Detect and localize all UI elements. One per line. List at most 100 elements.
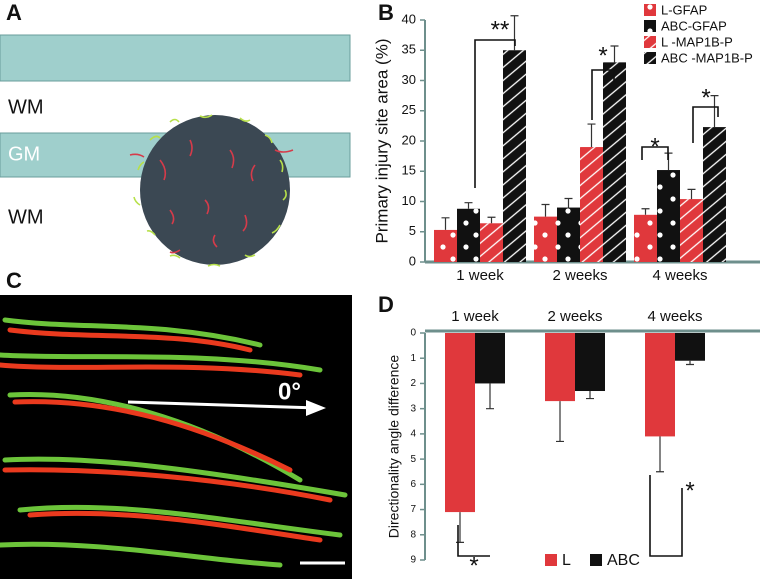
bar-pattern	[634, 214, 657, 262]
error-bar	[441, 217, 450, 230]
legend-label: ABC -MAP1B-P	[661, 50, 753, 65]
significance-label: **	[491, 16, 510, 43]
error-bar	[564, 197, 573, 208]
y-axis-label: Primary injury site area (%)	[372, 39, 391, 244]
legend-swatch	[590, 554, 602, 566]
error-bar	[556, 401, 564, 443]
y-tick-label: 7	[410, 504, 416, 515]
y-tick-label: 4	[410, 429, 416, 440]
error-bar	[487, 216, 496, 224]
error-bar	[641, 208, 650, 215]
error-bar	[587, 123, 596, 148]
bar	[475, 333, 505, 384]
y-tick-label: 2	[410, 378, 416, 389]
significance-bracket	[692, 106, 719, 143]
arrow-head	[306, 400, 326, 416]
y-tick-label: 8	[410, 529, 416, 540]
region-label: GM	[8, 143, 40, 165]
x-tick-label: 1 week	[456, 267, 504, 284]
bar-pattern	[580, 147, 603, 262]
panel-a: WM GM WM	[0, 34, 351, 267]
panel-label: B	[378, 0, 394, 25]
error-bar	[656, 436, 664, 473]
injury-site	[140, 115, 290, 265]
micrograph	[0, 295, 352, 579]
legend-swatch-pattern	[644, 52, 656, 64]
y-tick-label: 6	[410, 479, 416, 490]
bar-pattern	[680, 199, 703, 262]
y-tick-label: 5	[410, 454, 416, 465]
significance-label: *	[469, 552, 478, 579]
y-tick-label: 1	[410, 353, 416, 364]
error-bar	[486, 383, 494, 410]
fibers	[0, 317, 348, 568]
error-bar	[610, 45, 619, 63]
bar	[575, 333, 605, 392]
error-bar	[710, 95, 719, 128]
significance-label: *	[701, 84, 710, 111]
legend-label: ABC	[607, 552, 640, 569]
y-tick-label: 9	[410, 555, 416, 566]
legend-label: L	[562, 552, 571, 569]
significance-label: *	[685, 477, 694, 504]
legend-label: ABC-GFAP	[661, 18, 727, 33]
y-tick-label: 30	[402, 72, 416, 87]
y-tick-label: 40	[402, 11, 416, 26]
panel-c: 0°	[0, 295, 352, 579]
bar-pattern	[457, 208, 480, 262]
bar-pattern	[603, 62, 626, 262]
y-tick-label: 20	[402, 132, 416, 147]
significance-bracket	[474, 39, 516, 188]
x-tick-label: 4 weeks	[652, 267, 707, 284]
region-label: WM	[8, 96, 44, 118]
legend-label: L -MAP1B-P	[661, 34, 733, 49]
y-tick-label: 5	[409, 223, 416, 238]
panel-label: C	[6, 268, 22, 293]
panel-label: D	[378, 292, 394, 317]
bar	[445, 333, 475, 513]
bar-pattern	[657, 170, 680, 262]
y-tick-label: 25	[402, 102, 416, 117]
angle-arrow	[127, 400, 319, 410]
panel-label: A	[6, 0, 22, 25]
significance-label: *	[598, 42, 607, 69]
bar	[675, 333, 705, 361]
significance-bracket	[457, 525, 490, 557]
legend-swatch-pattern	[644, 20, 656, 32]
y-tick-label: 3	[410, 403, 416, 414]
significance-bracket	[641, 146, 669, 160]
x-tick-label: 4 weeks	[647, 308, 702, 325]
bar-pattern	[434, 229, 457, 262]
error-bar	[541, 203, 550, 217]
legend-swatch-pattern	[644, 36, 656, 48]
legend-swatch	[545, 554, 557, 566]
bar-pattern	[480, 223, 503, 262]
bar	[545, 333, 575, 402]
bar-pattern	[534, 216, 557, 262]
bar-pattern	[503, 50, 526, 262]
y-tick-label: 15	[402, 163, 416, 178]
legend-swatch-pattern	[644, 4, 656, 16]
significance-label: *	[650, 133, 659, 160]
x-tick-label: 2 weeks	[547, 308, 602, 325]
error-bar	[464, 202, 473, 209]
significance-bracket	[649, 475, 683, 557]
angle-label: 0°	[278, 378, 301, 405]
error-bar	[586, 391, 594, 400]
y-tick-label: 35	[402, 42, 416, 57]
error-bar	[687, 188, 696, 200]
fibers	[129, 114, 294, 267]
y-axis-label: Directionality angle difference	[386, 355, 402, 539]
significance-bracket	[591, 69, 615, 120]
white-matter-band	[0, 34, 351, 82]
bar-pattern	[557, 207, 580, 262]
region-label: WM	[8, 206, 44, 228]
y-tick-label: 0	[409, 253, 416, 268]
y-tick-label: 0	[410, 328, 416, 339]
bar	[645, 333, 675, 437]
legend-label: L-GFAP	[661, 2, 707, 17]
error-bar	[686, 360, 694, 366]
y-tick-label: 10	[402, 193, 416, 208]
bar-pattern	[703, 127, 726, 263]
